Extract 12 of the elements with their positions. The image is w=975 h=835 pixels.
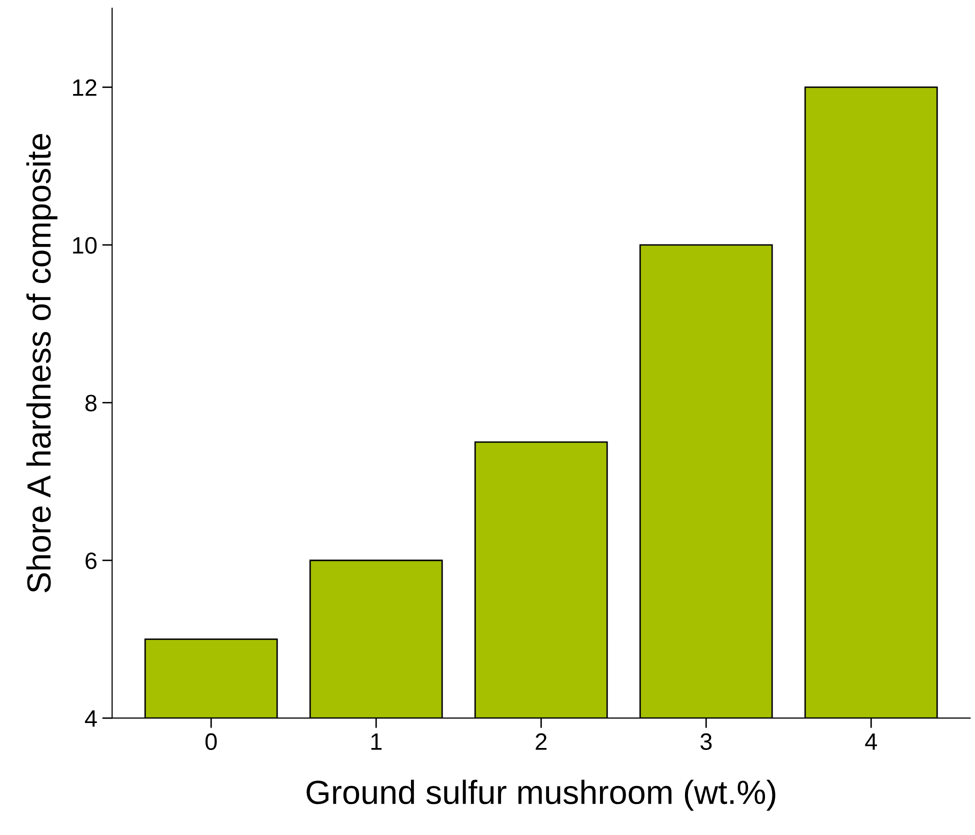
x-tick-label: 2 (536, 733, 547, 750)
y-tick-label: 8 (85, 394, 97, 412)
y-tick-label: 12 (73, 79, 96, 96)
x-tick-label: 0 (205, 733, 217, 750)
x-tick-label: 1 (371, 734, 382, 750)
x-tick-label: 4 (865, 734, 877, 750)
y-tick-label: 4 (84, 710, 97, 727)
x-axis-title: Ground sulfur mushroom (wt.%) (306, 780, 776, 811)
y-tick-label: 6 (86, 552, 97, 570)
y-tick-label: 10 (73, 237, 97, 254)
x-tick-label: 3 (700, 733, 712, 750)
y-axis-title: Shore A hardness of composite (26, 134, 58, 592)
